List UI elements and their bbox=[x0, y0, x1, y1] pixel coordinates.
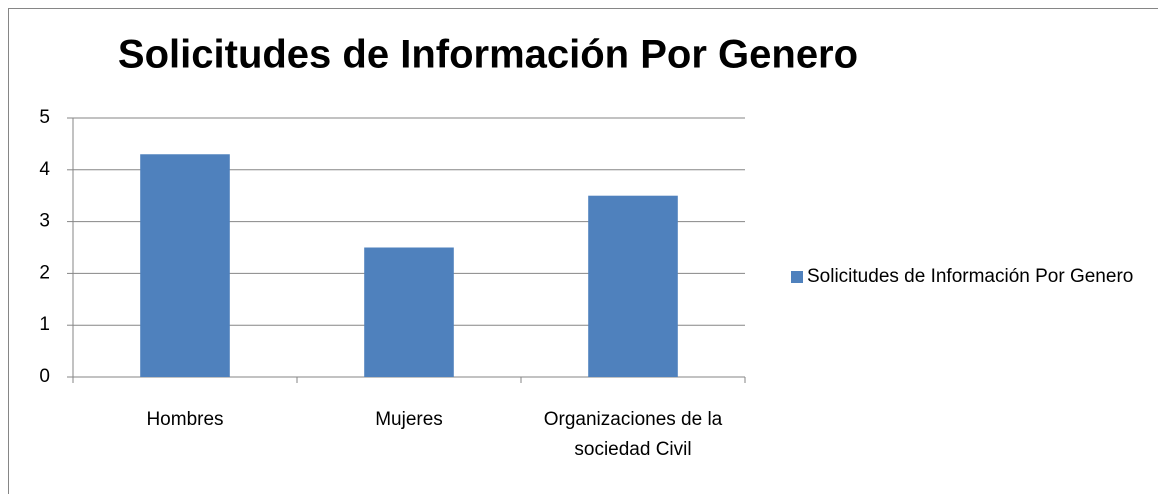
y-tick-label: 1 bbox=[39, 314, 50, 335]
y-tick-label: 2 bbox=[39, 262, 50, 283]
legend-swatch bbox=[791, 271, 803, 283]
legend-label: Solicitudes de Información Por Genero bbox=[807, 266, 1133, 287]
y-tick-label: 4 bbox=[39, 159, 50, 180]
bar bbox=[364, 247, 454, 377]
bar bbox=[140, 154, 230, 377]
y-tick-label: 0 bbox=[39, 366, 50, 387]
chart-title: Solicitudes de Información Por Genero bbox=[118, 33, 858, 77]
x-tick-label: Mujeres bbox=[375, 409, 443, 430]
x-tick-label: Hombres bbox=[146, 409, 223, 430]
y-tick-label: 3 bbox=[39, 211, 50, 232]
x-tick-label: Organizaciones de la sociedad Civil bbox=[544, 409, 723, 460]
y-tick-label: 5 bbox=[39, 107, 50, 128]
bar bbox=[588, 195, 678, 377]
